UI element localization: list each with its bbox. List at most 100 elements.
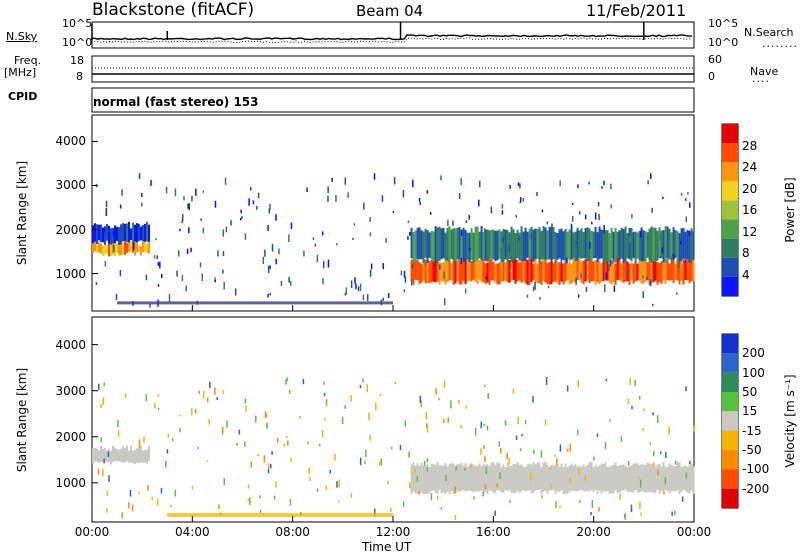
velocity-scatter-mark [247, 498, 249, 501]
power-scatter-mark [452, 220, 454, 226]
velocity-echo-cell [514, 463, 517, 494]
power-scatter-mark [217, 250, 219, 257]
velocity-echo-cell [550, 464, 553, 491]
velocity-echo-cell [658, 464, 661, 494]
power-echo-cell [656, 230, 659, 261]
power-echo-cell [644, 231, 647, 262]
velocity-scatter-mark [323, 381, 325, 385]
velocity-echo-cell [118, 449, 120, 462]
power-echo-cell [598, 226, 601, 260]
velocity-scatter-mark [273, 495, 276, 500]
velocity-scatter-mark [128, 502, 130, 509]
velocity-scatter-mark [418, 490, 421, 495]
power-scatter-mark [256, 205, 258, 210]
power-echo-cell [652, 260, 655, 283]
power-scatter-mark [202, 227, 205, 234]
power-scatter-mark [223, 281, 225, 290]
power-echo-cell [412, 232, 415, 262]
power-echo-cell [564, 228, 567, 262]
velocity-colorbar [722, 334, 738, 508]
velocity-scatter-mark [483, 445, 485, 449]
velocity-echo-cell [440, 465, 443, 494]
velocity-scatter-mark [665, 451, 667, 458]
velocity-colorbar-swatch [722, 430, 738, 450]
power-echo-cell [418, 262, 421, 284]
power-echo-cell [410, 227, 413, 259]
power-colorbar-tick: 8 [742, 246, 750, 260]
velocity-echo-cell [536, 461, 539, 491]
power-colorbar-tick: 4 [742, 267, 750, 282]
date-title: 11/Feb/2011 [586, 1, 687, 20]
power-scatter-mark [411, 264, 414, 269]
power-echo-cell [644, 257, 647, 283]
power-echo-cell [464, 257, 467, 285]
power-echo-cell [488, 257, 491, 285]
velocity-echo-cell [476, 466, 479, 492]
power-scatter-mark [181, 220, 184, 224]
velocity-scatter-mark [191, 408, 193, 416]
power-echo-cell [418, 227, 421, 260]
power-echo-cell [126, 242, 128, 253]
power-scatter-mark [155, 238, 157, 241]
power-echo-cell [642, 230, 645, 262]
power-scatter-mark [575, 277, 577, 285]
velocity-echo-cell [692, 466, 695, 494]
power-echo-cell [470, 228, 473, 261]
power-echo-cell [518, 262, 521, 281]
velocity-echo-cell [468, 464, 471, 491]
velocity-echo-cell [684, 465, 687, 491]
power-echo-cell [522, 259, 525, 282]
power-scatter-mark [560, 258, 563, 264]
power-echo-cell [678, 232, 681, 262]
power-scatter-mark [369, 269, 372, 277]
power-echo-cell [438, 261, 441, 285]
velocity-echo-cell [424, 465, 427, 495]
power-scatter-mark [354, 277, 356, 282]
velocity-scatter-mark [166, 449, 169, 454]
power-echo-cell [614, 227, 617, 263]
velocity-echo-cell [126, 445, 128, 462]
cpid-panel-frame [91, 87, 695, 113]
power-echo-cell [458, 226, 461, 260]
power-scatter-mark [418, 197, 421, 202]
power-echo-cell [658, 227, 661, 258]
power-echo-cell [596, 260, 599, 283]
nsearch-label: N.Search [744, 26, 794, 39]
velocity-scatter-mark [688, 460, 691, 465]
velocity-scatter-mark [329, 470, 331, 474]
velocity-scatter-mark [318, 443, 321, 447]
velocity-echo-cell [542, 462, 545, 493]
power-scatter-mark [402, 189, 405, 198]
velocity-echo-cell [480, 466, 483, 491]
power-scatter-mark [344, 177, 347, 185]
power-echo-cell [472, 232, 475, 262]
velocity-scatter-mark [426, 423, 428, 429]
power-echo-cell [414, 261, 417, 280]
velocity-echo-cell [546, 465, 549, 494]
power-ground-echo [117, 301, 393, 305]
power-echo-cell [450, 263, 453, 280]
velocity-panel-frame [91, 316, 695, 523]
velocity-scatter-mark [387, 480, 389, 485]
velocity-scatter-mark [250, 461, 253, 468]
power-scatter-mark [400, 270, 403, 276]
power-echo-cell [688, 259, 691, 284]
velocity-echo-cell [650, 464, 653, 493]
power-scatter-mark [290, 222, 293, 229]
power-scatter-mark [336, 243, 338, 246]
power-scatter-mark [275, 214, 277, 221]
power-colorbar-swatch [722, 238, 738, 258]
velocity-scatter-mark [464, 468, 466, 471]
velocity-scatter-mark [174, 489, 176, 497]
power-echo-cell [120, 240, 122, 256]
power-echo-cell [576, 228, 579, 261]
power-echo-cell [136, 242, 138, 253]
velocity-scatter-mark [100, 404, 102, 408]
velocity-echo-cell [620, 464, 623, 491]
velocity-echo-cell [450, 463, 453, 492]
velocity-echo-cell [454, 466, 457, 494]
power-scatter-mark [195, 188, 197, 196]
power-echo-cell [454, 260, 457, 284]
power-scatter-mark [321, 231, 324, 236]
power-echo-cell [514, 257, 517, 284]
